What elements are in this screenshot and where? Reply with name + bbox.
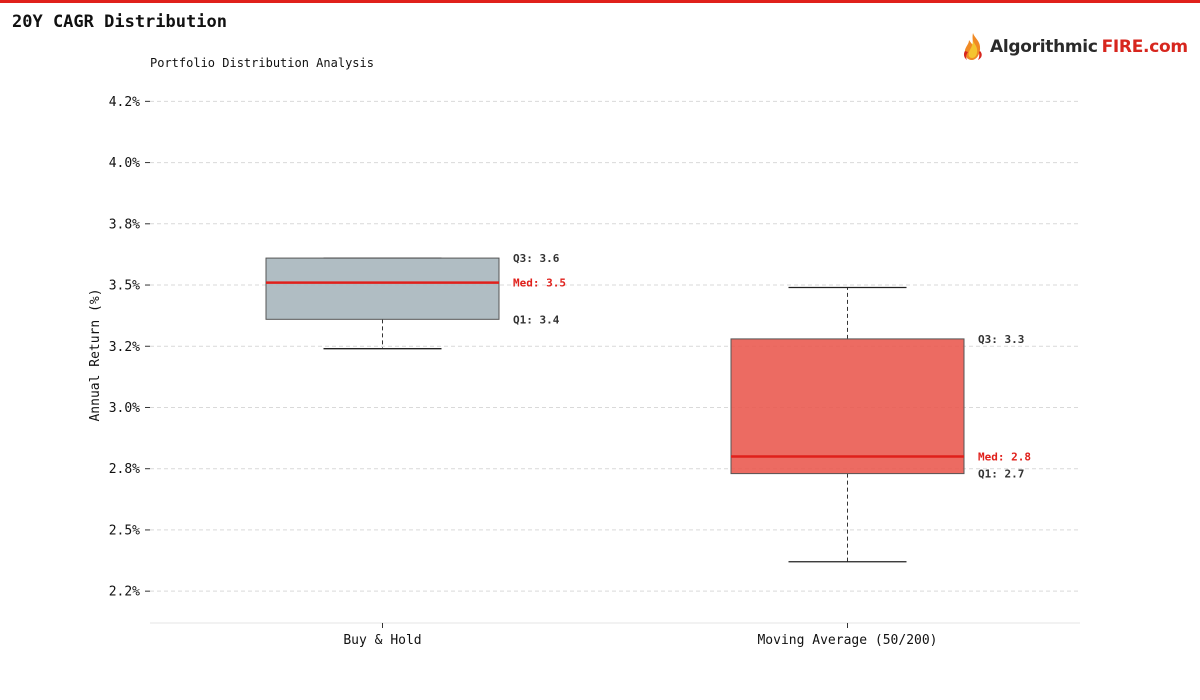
page-title: 20Y CAGR Distribution bbox=[12, 12, 227, 32]
iqr-box bbox=[265, 257, 500, 320]
box-group: Q3: 3.6 Med: 3.5 Q1: 3.4 bbox=[265, 252, 566, 350]
q3-label: Q3: 3.3 bbox=[978, 333, 1024, 346]
y-tick-label: 2.8% bbox=[109, 462, 140, 477]
chart-title: Portfolio Distribution Analysis bbox=[150, 56, 374, 70]
q1-label: Q1: 2.7 bbox=[978, 468, 1024, 481]
y-tick-label: 2.2% bbox=[109, 585, 140, 600]
y-tick-label: 2.5% bbox=[109, 523, 140, 538]
brand-name: Algorithmic bbox=[990, 37, 1098, 57]
iqr-box bbox=[730, 338, 965, 475]
y-tick-label: 3.8% bbox=[109, 217, 140, 232]
brand-logo: Algorithmic FIRE.com bbox=[960, 30, 1188, 64]
median-label: Med: 3.5 bbox=[513, 277, 566, 290]
box-group: Q3: 3.3 Med: 2.8 Q1: 2.7 bbox=[730, 286, 1031, 563]
median-label: Med: 2.8 bbox=[978, 450, 1031, 463]
y-tick-label: 4.0% bbox=[109, 156, 140, 171]
axis-layer: 2.2% 2.5% 2.8% 3.0% 3.2% 3.5% 3.8% 4.0% 4.2% Buy … bbox=[109, 95, 1080, 648]
flame-icon bbox=[963, 33, 982, 60]
q1-label: Q1: 3.4 bbox=[513, 313, 560, 326]
y-tick-label: 4.2% bbox=[109, 95, 140, 110]
y-tick-label: 3.0% bbox=[109, 401, 140, 416]
brand-accent: FIRE.com bbox=[1101, 37, 1188, 57]
y-axis-label: Annual Return (%) bbox=[88, 288, 103, 421]
box-layer: Q3: 3.6 Med: 3.5 Q1: 3.4 Q3: 3.3 Med: 2.8 Q1:… bbox=[265, 252, 1031, 563]
x-tick-label: Moving Average (50/200) bbox=[757, 633, 937, 648]
top-accent-bar bbox=[0, 0, 1200, 3]
y-tick-label: 3.5% bbox=[109, 279, 140, 294]
q3-label: Q3: 3.6 bbox=[513, 252, 560, 265]
y-tick-label: 3.2% bbox=[109, 340, 140, 355]
x-tick-label: Buy & Hold bbox=[343, 633, 421, 648]
